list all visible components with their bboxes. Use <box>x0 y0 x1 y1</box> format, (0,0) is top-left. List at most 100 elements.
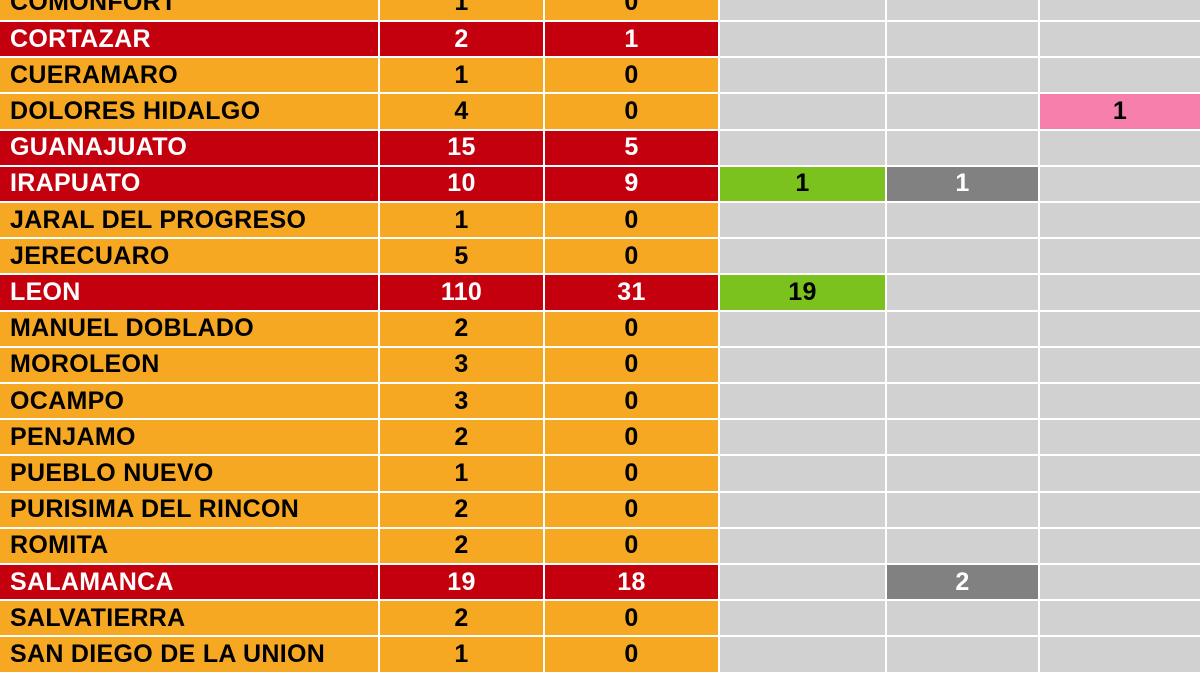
count-cell: 1 <box>887 166 1038 201</box>
count-cell: 0 <box>545 203 718 238</box>
municipality-name: IRAPUATO <box>0 166 378 201</box>
empty-cell <box>720 0 885 20</box>
count-cell: 0 <box>545 492 718 527</box>
empty-cell <box>720 22 885 57</box>
empty-cell <box>1040 58 1200 93</box>
count-cell: 2 <box>380 420 543 455</box>
count-cell: 19 <box>380 565 543 600</box>
count-cell: 0 <box>545 456 718 491</box>
count-cell: 1 <box>380 637 543 672</box>
count-cell: 2 <box>887 565 1038 600</box>
empty-cell <box>720 565 885 600</box>
count-cell: 5 <box>380 239 543 274</box>
municipality-name: PURISIMA DEL RINCON <box>0 492 378 527</box>
count-cell: 0 <box>545 0 718 20</box>
count-cell: 2 <box>380 22 543 57</box>
empty-cell <box>720 528 885 563</box>
count-cell: 9 <box>545 166 718 201</box>
empty-cell <box>1040 166 1200 201</box>
count-cell: 110 <box>380 275 543 310</box>
count-cell: 18 <box>545 565 718 600</box>
empty-cell <box>887 637 1038 672</box>
municipality-name: LEON <box>0 275 378 310</box>
count-cell: 0 <box>545 601 718 636</box>
empty-cell <box>887 456 1038 491</box>
municipality-name: MANUEL DOBLADO <box>0 311 378 346</box>
empty-cell <box>887 0 1038 20</box>
count-cell: 0 <box>545 420 718 455</box>
empty-cell <box>1040 601 1200 636</box>
count-cell: 0 <box>545 58 718 93</box>
empty-cell <box>1040 203 1200 238</box>
count-cell: 31 <box>545 275 718 310</box>
empty-cell <box>720 637 885 672</box>
municipality-name: SALAMANCA <box>0 565 378 600</box>
count-cell: 0 <box>545 311 718 346</box>
empty-cell <box>1040 420 1200 455</box>
empty-cell <box>887 94 1038 129</box>
empty-cell <box>1040 637 1200 672</box>
empty-cell <box>887 311 1038 346</box>
municipality-name: JARAL DEL PROGRESO <box>0 203 378 238</box>
empty-cell <box>887 492 1038 527</box>
count-cell: 3 <box>380 384 543 419</box>
empty-cell <box>887 347 1038 382</box>
municipality-name: PENJAMO <box>0 420 378 455</box>
count-cell: 2 <box>380 492 543 527</box>
empty-cell <box>720 384 885 419</box>
empty-cell <box>720 347 885 382</box>
municipality-name: ROMITA <box>0 528 378 563</box>
empty-cell <box>1040 456 1200 491</box>
empty-cell <box>887 22 1038 57</box>
empty-cell <box>1040 0 1200 20</box>
empty-cell <box>720 601 885 636</box>
count-cell: 10 <box>380 166 543 201</box>
empty-cell <box>1040 130 1200 165</box>
count-cell: 4 <box>380 94 543 129</box>
empty-cell <box>887 239 1038 274</box>
empty-cell <box>720 456 885 491</box>
municipality-name: DOLORES HIDALGO <box>0 94 378 129</box>
empty-cell <box>887 58 1038 93</box>
count-cell: 1 <box>1040 94 1200 129</box>
empty-cell <box>720 94 885 129</box>
municipality-name: CORTAZAR <box>0 22 378 57</box>
count-cell: 2 <box>380 311 543 346</box>
count-cell: 2 <box>380 528 543 563</box>
count-cell: 0 <box>545 528 718 563</box>
empty-cell <box>1040 347 1200 382</box>
empty-cell <box>887 203 1038 238</box>
count-cell: 1 <box>380 58 543 93</box>
empty-cell <box>1040 384 1200 419</box>
count-cell: 1 <box>380 0 543 20</box>
municipality-name: SALVATIERRA <box>0 601 378 636</box>
count-cell: 0 <box>545 347 718 382</box>
count-cell: 0 <box>545 239 718 274</box>
count-cell: 0 <box>545 637 718 672</box>
count-cell: 1 <box>380 456 543 491</box>
municipality-name: COMONFORT <box>0 0 378 20</box>
empty-cell <box>1040 528 1200 563</box>
empty-cell <box>1040 22 1200 57</box>
empty-cell <box>1040 311 1200 346</box>
empty-cell <box>720 492 885 527</box>
empty-cell <box>887 601 1038 636</box>
municipality-name: CUERAMARO <box>0 58 378 93</box>
empty-cell <box>720 420 885 455</box>
count-cell: 1 <box>380 203 543 238</box>
municipality-name: GUANAJUATO <box>0 130 378 165</box>
empty-cell <box>1040 492 1200 527</box>
municipality-name: OCAMPO <box>0 384 378 419</box>
empty-cell <box>887 275 1038 310</box>
empty-cell <box>720 239 885 274</box>
empty-cell <box>887 384 1038 419</box>
empty-cell <box>720 58 885 93</box>
empty-cell <box>720 203 885 238</box>
count-cell: 2 <box>380 601 543 636</box>
municipality-name: SAN DIEGO DE LA UNION <box>0 637 378 672</box>
count-cell: 19 <box>720 275 885 310</box>
count-cell: 5 <box>545 130 718 165</box>
municipality-name: MOROLEON <box>0 347 378 382</box>
empty-cell <box>1040 565 1200 600</box>
